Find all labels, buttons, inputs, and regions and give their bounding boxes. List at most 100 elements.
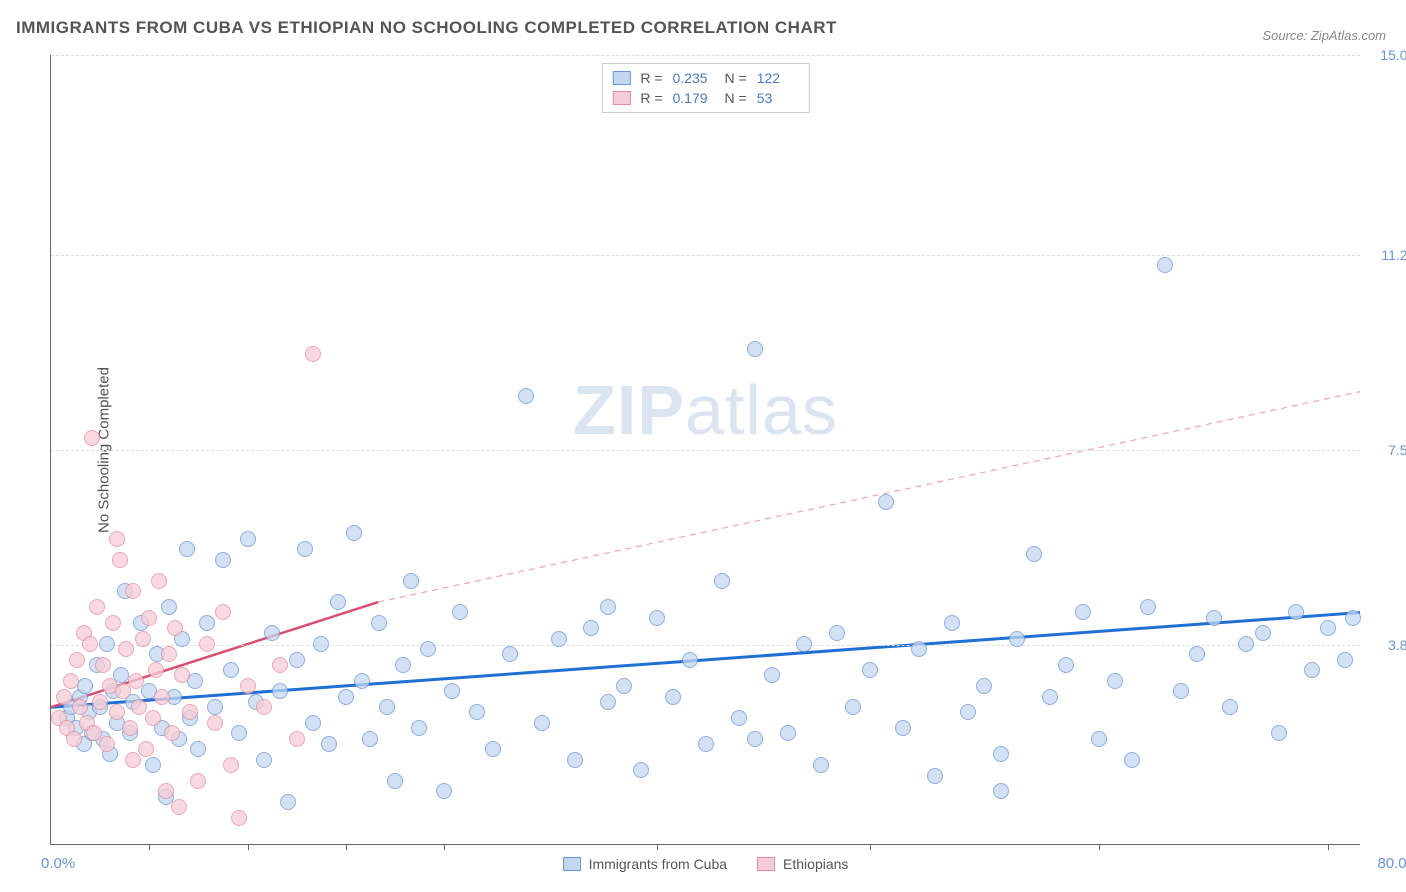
data-point [993,746,1009,762]
data-point [135,631,151,647]
data-point [1320,620,1336,636]
legend-row: R =0.235N =122 [612,68,798,88]
data-point [161,599,177,615]
data-point [1075,604,1091,620]
data-point [403,573,419,589]
data-point [895,720,911,736]
y-tick-label: 11.2% [1365,247,1406,263]
legend-swatch [757,857,775,871]
data-point [66,731,82,747]
r-value: 0.179 [673,90,715,106]
data-point [665,689,681,705]
data-point [731,710,747,726]
series-legend: Immigrants from Cuba Ethiopians [563,856,849,872]
data-point [600,599,616,615]
data-point [600,694,616,710]
r-label: R = [640,90,662,106]
legend-swatch [612,91,630,105]
x-max-label: 80.0% [1377,855,1406,872]
x-tick [657,844,658,850]
data-point [502,646,518,662]
watermark-atlas: atlas [685,371,838,449]
data-point [158,783,174,799]
data-point [354,673,370,689]
data-point [207,699,223,715]
legend-label: Ethiopians [783,856,848,872]
data-point [551,631,567,647]
data-point [92,694,108,710]
data-point [1304,662,1320,678]
data-point [616,678,632,694]
trend-line-extension [378,392,1360,602]
data-point [395,657,411,673]
legend-swatch [612,71,630,85]
data-point [179,541,195,557]
gridline [51,55,1360,56]
data-point [976,678,992,694]
data-point [1157,257,1173,273]
data-point [272,657,288,673]
data-point [154,689,170,705]
data-point [911,641,927,657]
data-point [190,741,206,757]
watermark: ZIPatlas [573,370,838,450]
data-point [289,731,305,747]
data-point [148,662,164,678]
data-point [223,757,239,773]
plot-area: No Schooling Completed ZIPatlas 0.0% 80.… [50,55,1360,845]
x-tick [346,844,347,850]
data-point [583,620,599,636]
n-value: 53 [757,90,799,106]
data-point [518,388,534,404]
data-point [95,657,111,673]
data-point [485,741,501,757]
data-point [420,641,436,657]
data-point [698,736,714,752]
data-point [1140,599,1156,615]
data-point [1238,636,1254,652]
data-point [199,636,215,652]
n-value: 122 [757,70,799,86]
data-point [122,720,138,736]
data-point [161,646,177,662]
data-point [960,704,976,720]
x-tick [870,844,871,850]
x-min-label: 0.0% [41,855,75,872]
data-point [633,762,649,778]
data-point [682,652,698,668]
data-point [145,710,161,726]
data-point [1173,683,1189,699]
chart-title: IMMIGRANTS FROM CUBA VS ETHIOPIAN NO SCH… [16,18,837,38]
data-point [72,699,88,715]
y-tick-label: 15.0% [1365,47,1406,63]
data-point [1026,546,1042,562]
data-point [379,699,395,715]
data-point [1222,699,1238,715]
data-point [780,725,796,741]
x-tick [248,844,249,850]
data-point [845,699,861,715]
data-point [99,636,115,652]
data-point [145,757,161,773]
data-point [813,757,829,773]
data-point [1189,646,1205,662]
data-point [444,683,460,699]
data-point [240,678,256,694]
data-point [82,636,98,652]
data-point [747,731,763,747]
data-point [362,731,378,747]
legend-item: Immigrants from Cuba [563,856,727,872]
x-tick [1099,844,1100,850]
data-point [280,794,296,810]
data-point [231,810,247,826]
data-point [141,610,157,626]
data-point [1271,725,1287,741]
data-point [1009,631,1025,647]
data-point [182,704,198,720]
data-point [305,346,321,362]
data-point [256,699,272,715]
data-point [411,720,427,736]
data-point [164,725,180,741]
data-point [1042,689,1058,705]
data-point [1058,657,1074,673]
